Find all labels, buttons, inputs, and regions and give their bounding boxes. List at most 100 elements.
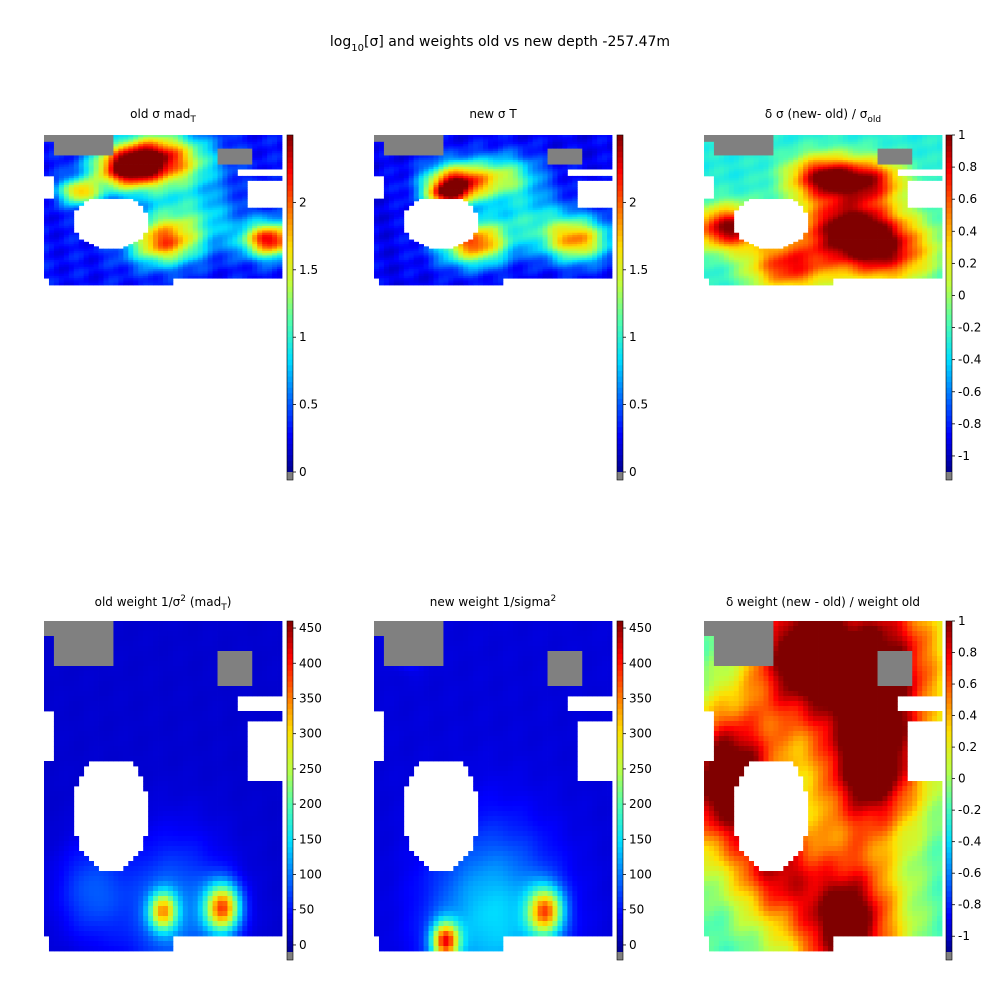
heatmap-cell (257, 257, 263, 261)
heatmap-cell (458, 189, 464, 193)
heatmap-cell (418, 182, 424, 186)
heatmap-cell (577, 166, 583, 170)
heatmap-cell (163, 150, 169, 154)
heatmap-cell (227, 141, 233, 145)
heatmap-cell (187, 162, 194, 165)
heatmap-cell (128, 162, 134, 165)
heatmap-cell (262, 255, 268, 259)
heatmap-cell (53, 180, 60, 184)
heatmap-cell (103, 135, 109, 138)
heatmap-cell (58, 141, 65, 145)
heatmap-cell (182, 162, 189, 165)
heatmap-cell (48, 153, 55, 156)
heatmap-cell (217, 210, 223, 213)
heatmap-cell (607, 232, 613, 236)
heatmap-cell (522, 255, 529, 259)
heatmap-cell (272, 155, 278, 159)
heatmap-cell (163, 225, 169, 229)
heatmap-cell (98, 187, 104, 190)
heatmap-cell (133, 278, 139, 281)
heatmap-cell (187, 178, 194, 181)
heatmap-cell (532, 169, 539, 172)
heatmap-cell (207, 212, 213, 215)
heatmap-cell (577, 139, 583, 143)
heatmap-cell (592, 212, 598, 215)
heatmap-cell (177, 219, 184, 222)
heatmap-cell (517, 246, 524, 250)
heatmap-cell (88, 166, 94, 170)
heatmap-cell (158, 221, 164, 225)
heatmap-cell (192, 257, 199, 261)
heatmap-cell (217, 219, 223, 222)
heatmap-cell (398, 219, 405, 222)
heatmap-cell (374, 144, 380, 147)
heatmap-cell (423, 191, 429, 195)
heatmap-cell (53, 207, 60, 211)
heatmap-cell (607, 250, 613, 254)
heatmap-cell (252, 273, 258, 277)
heatmap-cell (153, 280, 159, 284)
heatmap-cell (242, 241, 248, 245)
heatmap-cell (257, 273, 263, 277)
heatmap-cell (207, 219, 213, 222)
heatmap-cell (527, 210, 534, 213)
heatmap-cell (517, 148, 524, 152)
heatmap-cell (202, 198, 209, 202)
heatmap-cell (443, 164, 449, 168)
heatmap-cell (473, 241, 479, 245)
heatmap-cell (277, 262, 283, 265)
heatmap-cell (232, 180, 238, 184)
heatmap-cell (128, 264, 134, 268)
heatmap-cell (78, 146, 85, 150)
heatmap-cell (383, 244, 390, 247)
heatmap-cell (207, 155, 213, 159)
heatmap-cell (374, 169, 380, 172)
heatmap-cell (207, 275, 213, 279)
colorbar-step (287, 297, 293, 304)
heatmap-cell (607, 255, 613, 259)
heatmap-cell (58, 150, 65, 154)
heatmap-cell (522, 198, 529, 202)
heatmap-cell (158, 230, 164, 234)
heatmap-cell (232, 141, 238, 145)
heatmap-cell (83, 273, 90, 277)
heatmap-cell (483, 216, 489, 220)
heatmap-cell (83, 275, 90, 279)
heatmap-cell (217, 237, 223, 240)
heatmap-cell (63, 200, 70, 204)
heatmap-cell (167, 232, 174, 236)
heatmap-cell (502, 255, 509, 259)
heatmap-cell (153, 219, 159, 222)
heatmap-cell (577, 207, 583, 211)
heatmap-cell (463, 153, 469, 156)
heatmap-cell (242, 223, 248, 227)
heatmap-cell (398, 214, 405, 218)
heatmap-cell (267, 239, 273, 243)
heatmap-cell (163, 189, 169, 193)
heatmap-cell (592, 250, 598, 254)
heatmap-cell (537, 162, 543, 165)
heatmap-cell (532, 150, 539, 154)
heatmap-cell (383, 173, 390, 177)
heatmap-cell (163, 210, 169, 213)
heatmap-cell (453, 194, 459, 197)
heatmap-cell (242, 235, 248, 238)
heatmap-cell (592, 160, 598, 163)
heatmap-cell (58, 189, 65, 193)
heatmap-cell (163, 187, 169, 190)
heatmap-cell (478, 173, 484, 177)
heatmap-cell (247, 139, 253, 143)
heatmap-cell (192, 241, 199, 245)
heatmap-cell (48, 269, 55, 272)
heatmap-cell (242, 273, 248, 277)
heatmap-cell (408, 196, 415, 200)
heatmap-cell (493, 198, 499, 202)
heatmap-cell (393, 223, 400, 227)
heatmap-cell (418, 196, 424, 200)
heatmap-cell (388, 178, 395, 181)
heatmap-cell (58, 155, 65, 159)
heatmap-cell (493, 194, 499, 197)
heatmap-cell (217, 223, 223, 227)
heatmap-cell (378, 250, 385, 254)
heatmap-cell (423, 135, 429, 138)
